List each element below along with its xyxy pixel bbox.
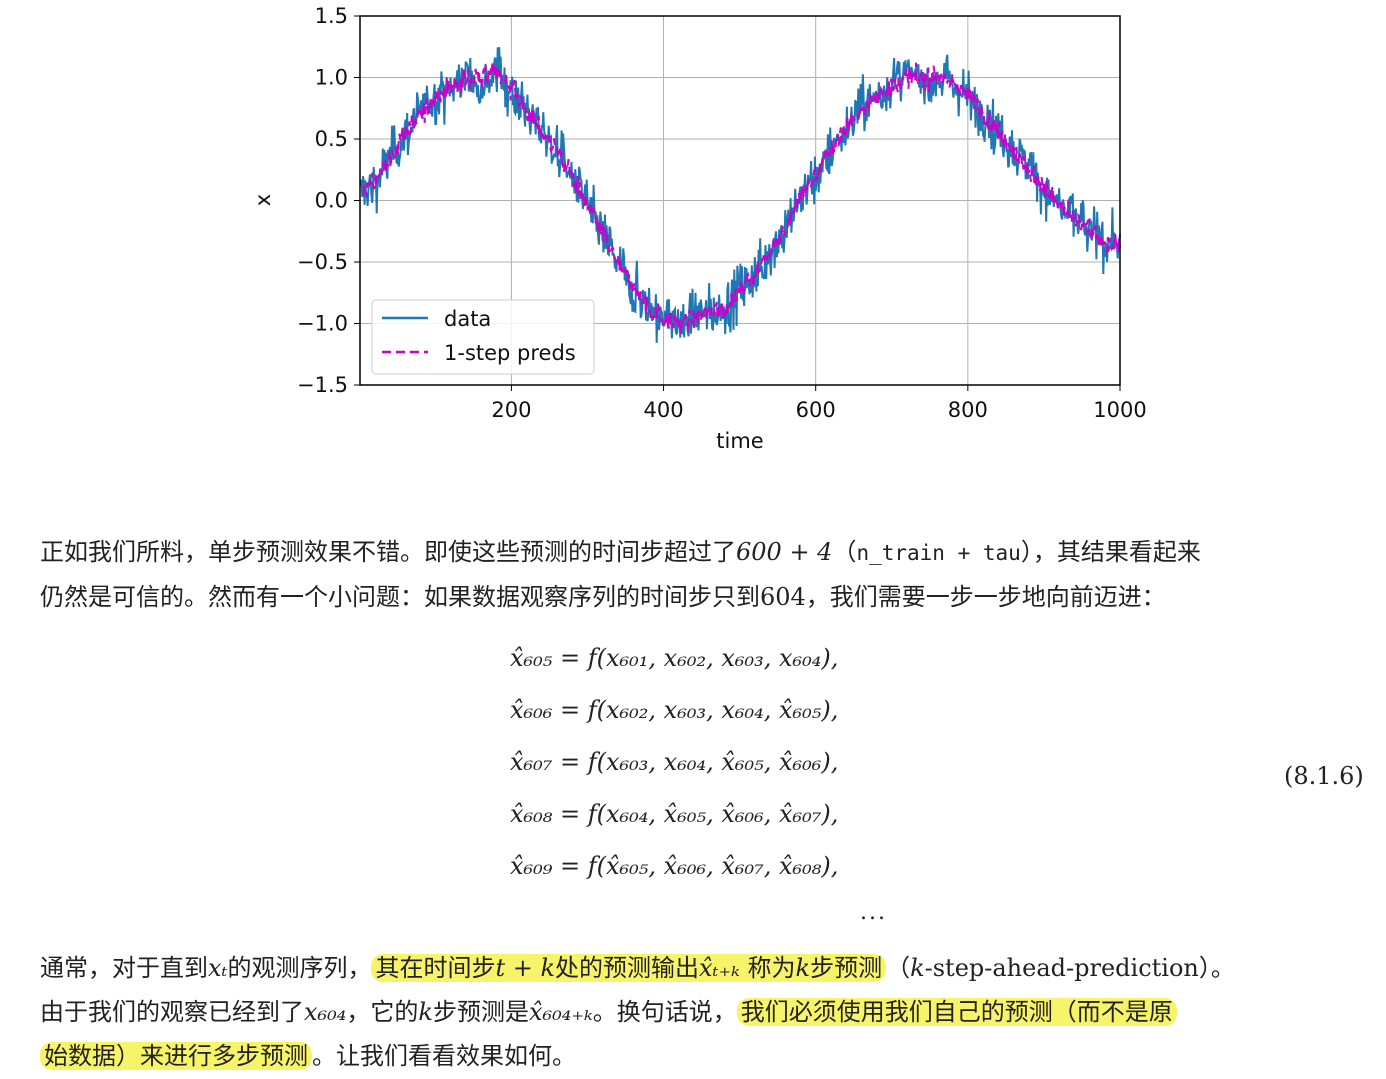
para2-text: 。换句话说，: [592, 998, 737, 1026]
y-tick-label: 1.5: [315, 4, 348, 28]
x-tick-label: 600: [796, 398, 836, 422]
para2-text: ，它的: [346, 998, 419, 1026]
highlight: 其在时间步t + k处的预测输出x̂ₜ₊ₖ 称为k步预测: [371, 954, 887, 982]
inline-math: 600 + 4: [736, 538, 833, 566]
x-tick-label: 800: [948, 398, 988, 422]
highlight-text: 步预测: [810, 954, 883, 982]
y-tick-label: 0.5: [315, 127, 348, 151]
highlight-text: 其在时间步: [375, 954, 496, 982]
inline-math: x₆₀₄: [304, 998, 347, 1026]
para1-line1: 正如我们所料，单步预测效果不错。即使这些预测的时间步超过了600 + 4（n_t…: [40, 530, 1370, 575]
y-tick-label: 1.0: [315, 66, 348, 90]
inline-math: k: [795, 954, 811, 982]
equation-ellipsis: ...: [860, 900, 887, 925]
inline-math: t + k: [495, 954, 556, 982]
equation-line: x̂₆₀₈ = f(x₆₀₄, x̂₆₀₅, x̂₆₀₆, x̂₆₀₇),: [510, 800, 839, 828]
y-tick-label: −1.5: [297, 373, 348, 397]
para1-line2: 仍然是可信的。然而有一个小问题：如果数据观察序列的时间步只到604，我们需要一步…: [40, 575, 1370, 619]
highlight-text: 称为: [739, 954, 796, 982]
para2-text: 的观测序列，: [227, 954, 372, 982]
inline-math: k: [418, 998, 433, 1026]
inline-number: 604: [760, 583, 806, 611]
y-tick-label: −1.0: [297, 312, 348, 336]
highlight: 我们必须使用我们自己的预测（而不是原: [736, 998, 1177, 1026]
x-tick-label: 1000: [1093, 398, 1146, 422]
paragraph-kstep: 通常，对于直到xₜ的观测序列， 其在时间步t + k处的预测输出x̂ₜ₊ₖ 称为k…: [40, 946, 1370, 1078]
series-data-line: [359, 47, 1121, 343]
inline-math: x̂₆₀₄₊ₖ: [528, 998, 593, 1026]
inline-math: x̂ₜ₊ₖ: [699, 954, 740, 982]
para2-text: 步预测是: [432, 998, 529, 1026]
legend-data-label: data: [444, 307, 491, 331]
inline-math: xₜ: [208, 954, 228, 982]
para1-text: 正如我们所料，单步预测效果不错。即使这些预测的时间步超过了: [40, 538, 736, 566]
para2-line2: 由于我们的观察已经到了x₆₀₄，它的k步预测是x̂₆₀₄₊ₖ。换句话说， 我们必须…: [40, 990, 1370, 1034]
time-series-figure: 200 400 600 800 1000 −1.5 −1.0 −0.5 0.0 0.5 1.0 1.5…: [240, 0, 1180, 470]
equation-number: (8.1.6): [1284, 762, 1364, 790]
highlight: 始数据）来进行多步预测: [40, 1042, 312, 1070]
para2-line1: 通常，对于直到xₜ的观测序列， 其在时间步t + k处的预测输出x̂ₜ₊ₖ 称为k…: [40, 946, 1370, 990]
line-chart: 200 400 600 800 1000 −1.5 −1.0 −0.5 0.0 0.5 1.0 1.5…: [251, 4, 1147, 453]
para2-text: -step-ahead-prediction）。: [924, 954, 1235, 982]
inline-math: k: [910, 954, 925, 982]
paragraph-intro: 正如我们所料，单步预测效果不错。即使这些预测的时间步超过了600 + 4（n_t…: [40, 530, 1370, 619]
para2-text: 通常，对于直到: [40, 954, 208, 982]
equation-block: x̂₆₀₅ = f(x₆₀₁, x₆₀₂, x₆₀₃, x₆₀₄), x̂₆₀₆…: [510, 632, 930, 892]
x-axis-label: time: [716, 429, 763, 453]
legend: data 1-step preds: [371, 299, 595, 375]
y-axis-label: x: [251, 194, 275, 206]
x-tick-label: 400: [643, 398, 683, 422]
axis-ticks: 200 400 600 800 1000 −1.5 −1.0 −0.5 0.0 0.5 1.0 1.5: [297, 4, 1147, 422]
para2-text: （: [886, 954, 911, 982]
series-preds-line: [362, 62, 1121, 334]
para2-text: 由于我们的观察已经到了: [40, 998, 304, 1026]
para2-text: 。让我们看看效果如何。: [312, 1042, 576, 1070]
equation-line: x̂₆₀₅ = f(x₆₀₁, x₆₀₂, x₆₀₃, x₆₀₄),: [510, 644, 839, 672]
para1-text: （: [832, 538, 857, 566]
para1-text: ，我们需要一步一步地向前迈进：: [805, 583, 1166, 611]
highlight-text: 处的预测输出: [555, 954, 700, 982]
equation-line: x̂₆₀₉ = f(x̂₆₀₅, x̂₆₀₆, x̂₆₀₇, x̂₆₀₈),: [510, 852, 839, 880]
y-tick-label: 0.0: [315, 189, 348, 213]
para1-text: ），其结果看起来: [1020, 538, 1201, 566]
equation-line: x̂₆₀₇ = f(x₆₀₃, x₆₀₄, x̂₆₀₅, x̂₆₀₆),: [510, 748, 839, 776]
x-tick-label: 200: [491, 398, 531, 422]
series-lines: [359, 47, 1121, 343]
equation-line: x̂₆₀₆ = f(x₆₀₂, x₆₀₃, x₆₀₄, x̂₆₀₅),: [510, 696, 839, 724]
y-tick-label: −0.5: [297, 250, 348, 274]
inline-code: n_train + tau: [856, 541, 1021, 565]
legend-preds-label: 1-step preds: [444, 341, 576, 365]
para2-line3: 始数据）来进行多步预测 。让我们看看效果如何。: [40, 1034, 1370, 1078]
plot-frame: [359, 15, 1121, 386]
para1-text: 仍然是可信的。然而有一个小问题：如果数据观察序列的时间步只到: [40, 583, 760, 611]
